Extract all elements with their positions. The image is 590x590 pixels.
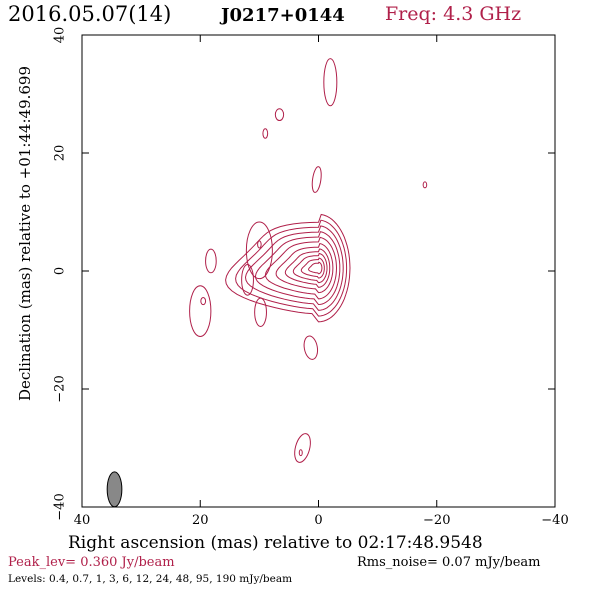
y-tick-label: −20 xyxy=(53,375,68,402)
x-tick-label: 40 xyxy=(74,513,91,528)
component-contour xyxy=(274,108,285,122)
core-contour xyxy=(300,257,325,279)
x-tick-label: −20 xyxy=(423,513,450,528)
contour-levels: Levels: 0.4, 0.7, 1, 3, 6, 12, 24, 48, 9… xyxy=(8,573,293,585)
y-axis-label: Declination (mas) relative to +01:44:49.… xyxy=(16,65,34,401)
epoch-label: 2016.05.07(14) xyxy=(8,2,172,26)
component-contour xyxy=(294,433,311,463)
x-tick-label: −40 xyxy=(541,513,568,528)
frequency-label: Freq: 4.3 GHz xyxy=(385,3,522,25)
core-contour xyxy=(284,248,331,288)
rms-noise: Rms_noise= 0.07 mJy/beam xyxy=(357,555,541,570)
component-contour xyxy=(298,449,303,457)
y-tick-label: 0 xyxy=(53,267,68,275)
core-contour xyxy=(264,236,338,300)
x-axis-label: Right ascension (mas) relative to 02:17:… xyxy=(68,533,483,553)
component-contour xyxy=(422,181,428,189)
component-contour xyxy=(205,248,217,274)
x-tick-label: 20 xyxy=(192,513,209,528)
component-contour xyxy=(303,335,319,360)
plot-frame xyxy=(81,34,556,508)
peak-level: Peak_lev= 0.360 Jy/beam xyxy=(8,555,175,570)
x-tick-label: 0 xyxy=(314,513,322,528)
core-contour xyxy=(275,243,334,294)
component-contour xyxy=(323,58,338,107)
component-contour xyxy=(262,128,269,139)
y-tick-label: 40 xyxy=(53,27,68,44)
component-contour xyxy=(189,285,212,337)
component-contour xyxy=(241,264,254,296)
component-contour xyxy=(245,221,273,280)
core-contour xyxy=(244,225,344,311)
y-tick-label: −40 xyxy=(53,493,68,520)
core-contour xyxy=(254,231,341,306)
component-contour xyxy=(200,297,207,306)
core-contour xyxy=(292,252,328,284)
component-contour xyxy=(254,297,267,327)
beam-ellipse xyxy=(106,471,123,508)
core-contour xyxy=(235,219,348,317)
core-contour xyxy=(308,261,323,275)
component-contour xyxy=(257,240,262,249)
source-name: J0217+0144 xyxy=(221,5,345,26)
y-tick-label: 20 xyxy=(53,145,68,162)
component-contour xyxy=(311,166,322,193)
core-contour xyxy=(225,213,351,323)
